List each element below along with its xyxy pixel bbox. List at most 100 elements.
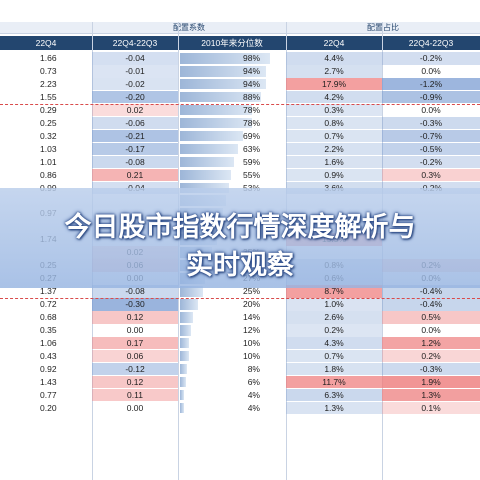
group-separator xyxy=(0,297,480,299)
percentile-bar xyxy=(180,363,188,375)
percentile-value: 10% xyxy=(242,350,260,361)
table-cell: 2.6% xyxy=(286,311,382,324)
table-cell: -0.08 xyxy=(92,155,178,169)
percentile-value: 69% xyxy=(242,130,260,141)
table-row: 1.66 -0.04 4.4% -0.2% 98% xyxy=(0,52,480,65)
headline-title-line1: 今日股市指数行情深度解析与 xyxy=(64,212,416,243)
table-cell: 0.73 xyxy=(40,65,57,76)
table-cell: -0.4% xyxy=(382,285,480,298)
percentile-value: 88% xyxy=(242,91,260,102)
column-header: 22Q4 xyxy=(323,38,345,48)
table-cell: 1.66 xyxy=(40,53,57,63)
percentile-value: 20% xyxy=(242,299,260,310)
table-cell: 1.2% xyxy=(382,336,480,350)
table-cell: 0.06 xyxy=(92,349,178,363)
group-label-share: 配置占比 xyxy=(367,23,399,32)
table-cell: -0.2% xyxy=(382,155,480,169)
table-cell: -0.12 xyxy=(92,362,178,376)
table-cell: -0.04 xyxy=(92,52,178,65)
column-header: 22Q4-22Q3 xyxy=(408,38,454,48)
table-row: 0.32 -0.21 0.7% -0.7% 69% xyxy=(0,129,480,143)
table-cell: 0.12 xyxy=(92,311,178,324)
table-cell: 0.12 xyxy=(92,375,178,389)
table-row: 0.43 0.06 0.7% 0.2% 10% xyxy=(0,349,480,363)
percentile-bar xyxy=(180,182,229,194)
table-cell: 0.86 xyxy=(40,169,57,180)
table-cell: 2.2% xyxy=(286,142,382,156)
table-cell: 1.43 xyxy=(40,376,57,387)
table-cell: 1.37 xyxy=(40,286,57,297)
percentile-value: 8% xyxy=(247,363,260,374)
percentile-bar xyxy=(180,53,271,64)
group-separator xyxy=(0,103,480,105)
table-cell: 0.77 xyxy=(40,389,57,400)
table-cell: -0.08 xyxy=(92,285,178,298)
table-cell: 0.25 xyxy=(40,117,57,128)
table-cell: 0.8% xyxy=(286,116,382,130)
table-cell: 0.20 xyxy=(40,402,57,413)
table-cell: 0.35 xyxy=(40,324,57,335)
table-cell: 0.21 xyxy=(92,168,178,182)
percentile-value: 4% xyxy=(247,389,260,400)
table-cell: 8.7% xyxy=(286,285,382,298)
table-cell: 0.0% xyxy=(421,104,441,115)
table-row: 0.29 0.02 0.3% 0.0% 78% xyxy=(0,103,480,117)
percentile-value: 94% xyxy=(242,65,260,76)
table-row: 0.73 -0.01 2.7% 0.0% 94% xyxy=(0,64,480,78)
table-row: 1.01 -0.08 1.6% -0.2% 59% xyxy=(0,155,480,169)
table-cell: 0.92 xyxy=(40,363,57,374)
percentile-value: 25% xyxy=(242,286,260,297)
percentile-value: 63% xyxy=(242,143,260,154)
percentile-bar xyxy=(180,350,190,362)
table-cell: 0.32 xyxy=(40,130,57,141)
table-cell: -0.01 xyxy=(92,64,178,78)
table-row: 1.03 -0.17 2.2% -0.5% 63% xyxy=(0,142,480,156)
percentile-bar xyxy=(180,91,261,103)
table-cell: -0.02 xyxy=(92,77,178,91)
percentile-bar xyxy=(180,169,231,181)
table-row: 1.43 0.12 11.7% 1.9% 6% xyxy=(0,375,480,389)
table-cell: -1.2% xyxy=(382,77,480,91)
table-row: 2.23 -0.02 17.9% -1.2% 94% xyxy=(0,77,480,91)
column-header: 22Q4 xyxy=(35,38,57,48)
percentile-bar xyxy=(180,130,244,142)
percentile-value: 78% xyxy=(242,104,260,115)
table-cell: 1.01 xyxy=(40,156,57,167)
table-cell: 11.7% xyxy=(286,375,382,389)
table-cell: 0.0% xyxy=(421,324,441,335)
table-cell: 1.03 xyxy=(40,143,57,154)
table-row: 0.86 0.21 0.9% 0.3% 55% xyxy=(0,168,480,182)
percentile-bar xyxy=(180,389,184,401)
percentile-bar xyxy=(180,104,252,116)
table-cell: -0.7% xyxy=(382,129,480,143)
table-cell: 1.3% xyxy=(286,401,382,415)
table-cell: 0.11 xyxy=(92,388,178,402)
table-cell: -0.20 xyxy=(92,90,178,104)
table-cell: 17.9% xyxy=(286,77,382,91)
table-cell: -0.17 xyxy=(92,142,178,156)
table-row: 0.25 -0.06 0.8% -0.3% 78% xyxy=(0,116,480,130)
table-cell: 0.9% xyxy=(286,168,382,182)
table-cell: 0.29 xyxy=(40,104,57,115)
table-row: 0.92 -0.12 1.8% -0.3% 8% xyxy=(0,362,480,376)
table-cell: 1.6% xyxy=(286,155,382,169)
column-header: 2010年来分位数 xyxy=(201,38,263,48)
table-cell: 0.68 xyxy=(40,312,57,322)
table-cell: -0.5% xyxy=(382,142,480,156)
percentile-value: 12% xyxy=(242,324,260,335)
table-cell: 1.9% xyxy=(382,375,480,389)
percentile-bar xyxy=(180,324,192,336)
table-cell: -0.3% xyxy=(382,362,480,376)
table-cell: -0.4% xyxy=(382,298,480,311)
percentile-bar xyxy=(180,286,203,297)
table-cell: 6.3% xyxy=(286,388,382,402)
column-header: 22Q4-22Q3 xyxy=(112,38,158,48)
table-column-header: 22Q4 22Q4-22Q3 2010年来分位数 22Q4 22Q4-22Q3 xyxy=(0,36,480,50)
percentile-bar xyxy=(180,78,267,90)
table-row: 1.37 -0.08 8.7% -0.4% 25% xyxy=(0,285,480,298)
table-row: 1.06 0.17 4.3% 1.2% 10% xyxy=(0,336,480,350)
table-cell: 0.5% xyxy=(382,311,480,324)
percentile-bar xyxy=(180,312,193,323)
table-cell: 2.7% xyxy=(286,64,382,78)
percentile-bar xyxy=(180,156,235,168)
